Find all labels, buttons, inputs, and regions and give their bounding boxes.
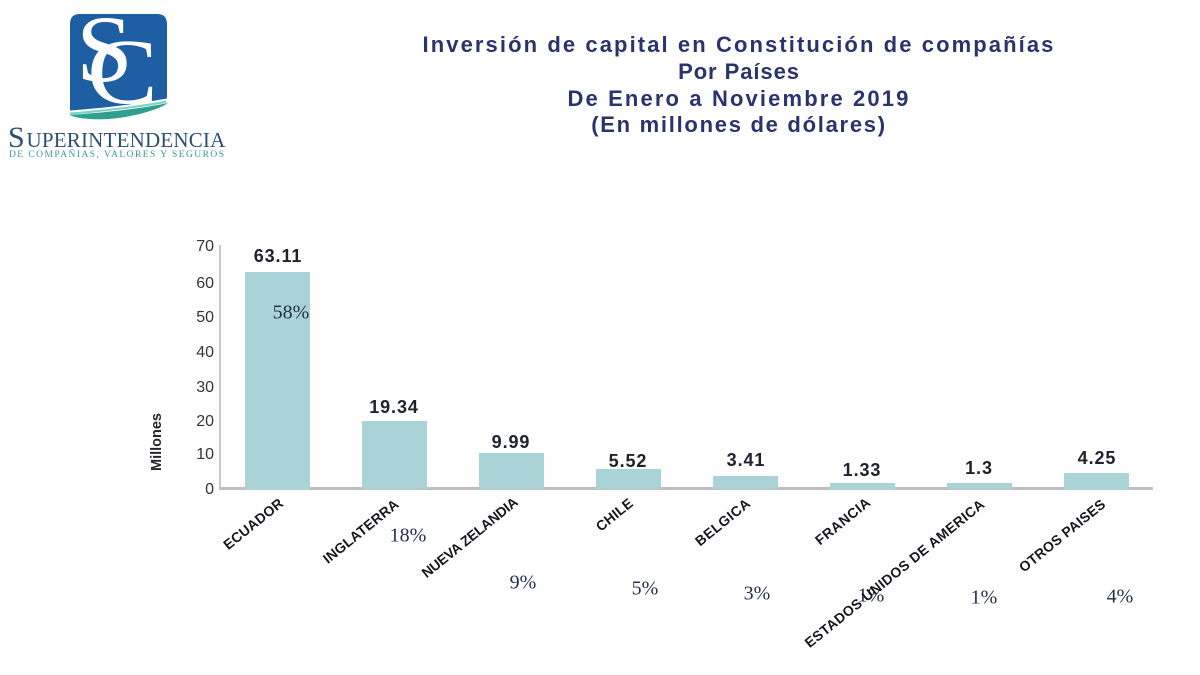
svg-text:C: C (87, 21, 158, 124)
svg-text:DE COMPAÑIAS, VALORES Y SEGURO: DE COMPAÑIAS, VALORES Y SEGUROS (9, 148, 225, 160)
svg-text:S: S (76, 0, 133, 102)
svg-text:S: S (8, 121, 25, 154)
svg-text:UPERINTENDENCIA: UPERINTENDENCIA (27, 128, 227, 152)
